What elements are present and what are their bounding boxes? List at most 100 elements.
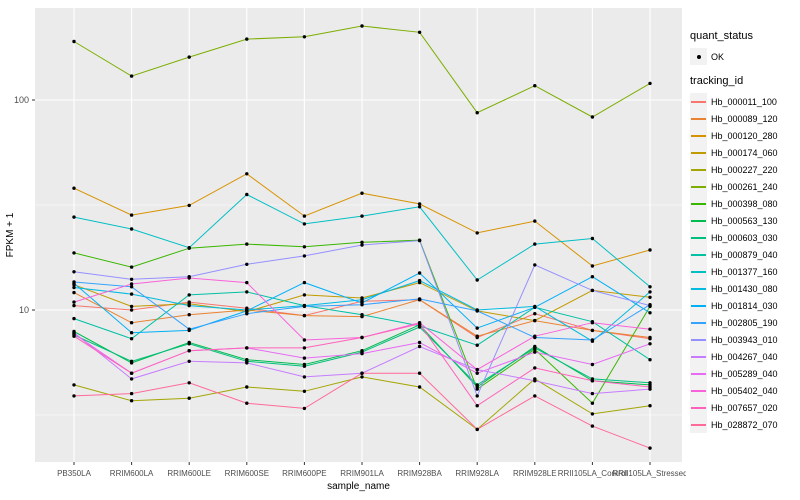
- data-point: [648, 446, 652, 450]
- data-point: [72, 186, 76, 190]
- line-key-icon: [690, 416, 707, 433]
- data-point: [360, 240, 364, 244]
- legend-item-label: Hb_000261_240: [711, 181, 778, 192]
- line-key-icon: [690, 314, 707, 331]
- data-point: [302, 356, 307, 360]
- data-point: [475, 334, 479, 338]
- data-point: [360, 303, 364, 307]
- x-tick-label: RRII105LA_Stressed: [612, 469, 686, 478]
- data-point: [245, 346, 249, 350]
- data-point: [72, 332, 76, 336]
- legend-item-label: Hb_000089_120: [711, 113, 778, 124]
- data-point: [129, 213, 134, 217]
- legend-item-label: Hb_000879_040: [711, 249, 778, 260]
- data-point: [533, 263, 537, 267]
- data-point: [302, 375, 307, 379]
- data-point: [533, 305, 537, 309]
- data-point: [533, 394, 537, 398]
- data-point: [302, 364, 307, 368]
- legend-item: Hb_000011_100: [690, 93, 798, 110]
- x-tick-label: RRIM901LA: [340, 469, 384, 478]
- data-point: [129, 377, 134, 381]
- legend-item-label: Hb_000398_080: [711, 198, 778, 209]
- data-point: [302, 406, 307, 411]
- legend-item: Hb_003943_010: [690, 331, 798, 348]
- data-point: [245, 361, 249, 365]
- data-point: [187, 381, 191, 385]
- legend-item: Hb_000089_120: [690, 110, 798, 127]
- data-point: [417, 205, 422, 209]
- line-key-icon: [690, 246, 707, 263]
- data-point: [417, 371, 422, 375]
- line-key-icon: [690, 280, 707, 297]
- legend-item-label: Hb_001377_160: [711, 266, 778, 277]
- data-point: [648, 290, 652, 294]
- data-point: [129, 277, 134, 281]
- data-point: [590, 424, 595, 428]
- y-tick-label: 100: [14, 95, 29, 105]
- data-point: [302, 338, 307, 342]
- data-point: [417, 385, 422, 389]
- x-tick-label: RRIM600SE: [225, 469, 269, 478]
- data-point: [590, 362, 595, 367]
- data-point: [590, 321, 595, 325]
- data-point: [129, 74, 134, 78]
- data-point: [129, 227, 134, 231]
- data-point: [590, 236, 595, 241]
- data-point: [533, 242, 537, 246]
- data-point: [245, 192, 249, 197]
- data-point: [72, 316, 76, 321]
- legend-item-label: Hb_000011_100: [711, 96, 777, 107]
- legend-item: Hb_004267_040: [690, 348, 798, 365]
- data-point: [187, 342, 191, 346]
- legend-item-label: Hb_000563_130: [711, 215, 778, 226]
- data-point: [302, 293, 307, 297]
- data-point: [360, 24, 364, 28]
- data-point: [187, 293, 191, 297]
- x-tick-label: RRIM600PE: [282, 469, 326, 478]
- data-point: [648, 285, 652, 289]
- data-point: [129, 321, 134, 325]
- data-point: [648, 335, 652, 340]
- data-point: [187, 396, 191, 400]
- line-key-icon: [690, 297, 707, 314]
- x-tick-label: PB350LA: [57, 469, 91, 478]
- legend-item: Hb_001377_160: [690, 263, 798, 280]
- data-point: [417, 340, 422, 345]
- data-point: [129, 285, 134, 289]
- data-point: [648, 385, 652, 389]
- data-point: [417, 30, 422, 34]
- data-point: [129, 308, 134, 312]
- data-point: [360, 191, 364, 195]
- x-axis-title: sample_name: [327, 481, 390, 492]
- legend-item: Hb_000398_080: [690, 195, 798, 212]
- legend-item-label: Hb_000603_030: [711, 232, 778, 243]
- line-key-icon: [690, 144, 707, 161]
- data-point: [129, 399, 134, 403]
- data-point: [245, 242, 249, 246]
- line-key-icon: [690, 229, 707, 246]
- data-point: [648, 381, 652, 385]
- data-point: [475, 427, 479, 432]
- line-key-icon: [690, 382, 707, 399]
- y-axis-title: FPKM + 1: [5, 212, 16, 257]
- line-key-icon: [690, 263, 707, 280]
- data-point: [417, 344, 422, 349]
- legend-item-ok: OK: [690, 48, 798, 65]
- data-point: [533, 318, 537, 323]
- data-point: [648, 248, 652, 252]
- data-point: [360, 335, 364, 340]
- legend-item: Hb_000261_240: [690, 178, 798, 195]
- data-point: [129, 292, 134, 296]
- data-point: [187, 55, 191, 59]
- data-point: [475, 278, 479, 282]
- x-tick-label: RRIM928LE: [513, 469, 557, 478]
- data-point: [302, 35, 307, 39]
- data-point: [533, 334, 537, 338]
- data-point: [648, 303, 652, 308]
- legend-item: Hb_005289_040: [690, 365, 798, 382]
- data-point: [590, 338, 595, 342]
- data-point: [72, 280, 76, 284]
- data-point: [129, 391, 134, 396]
